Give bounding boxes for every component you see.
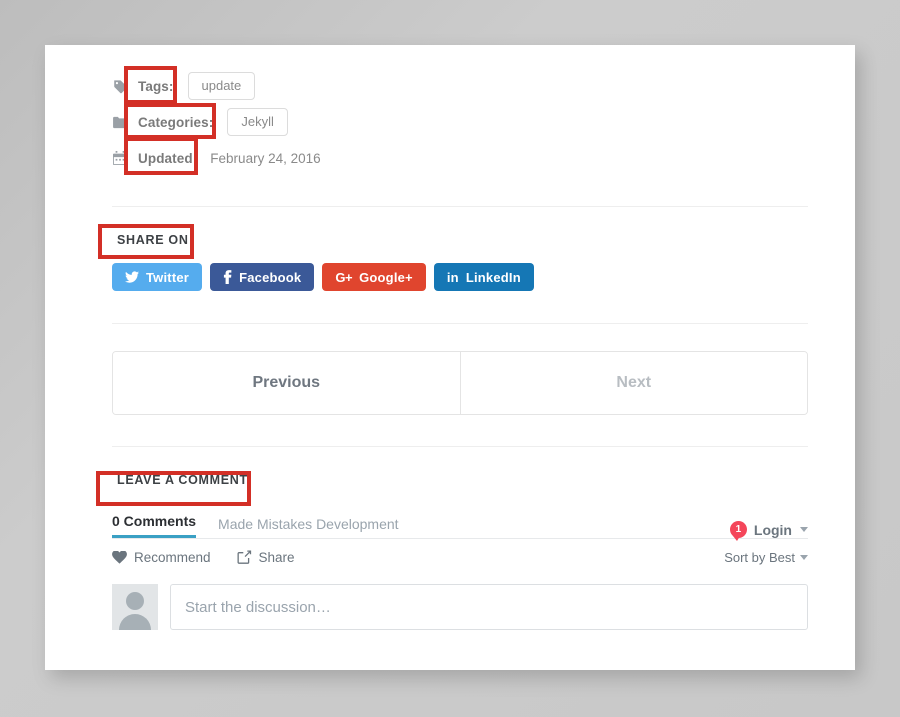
- share-button-google-plus[interactable]: G+ Google+: [322, 263, 426, 291]
- sort-by-label: Sort by Best: [724, 549, 795, 565]
- divider-above-pagination: [112, 323, 808, 324]
- twitter-icon: [125, 271, 139, 283]
- tab-site-name[interactable]: Made Mistakes Development: [218, 515, 399, 532]
- tags-label: Tags:: [138, 78, 174, 94]
- share-comment-button[interactable]: Share: [237, 550, 295, 565]
- tag-pill-update[interactable]: update: [187, 72, 256, 100]
- divider-above-share: [112, 206, 808, 207]
- recommend-label: Recommend: [134, 549, 211, 565]
- folder-icon: [112, 114, 128, 130]
- disqus-tabs: 0 Comments Made Mistakes Development: [112, 508, 399, 538]
- chevron-down-icon: [800, 554, 808, 560]
- updated-label: Updated:: [138, 150, 198, 166]
- comment-composer: Start the discussion…: [112, 584, 808, 630]
- login-label: Login: [753, 521, 792, 538]
- share-button-twitter[interactable]: Twitter: [112, 263, 203, 291]
- default-avatar-icon: [112, 584, 158, 630]
- share-icon: [237, 550, 252, 564]
- category-pill-jekyll[interactable]: Jekyll: [227, 108, 288, 136]
- share-buttons: Twitter Facebook G+ Google+ in LinkedIn: [112, 263, 808, 291]
- share-button-google-plus-label: Google+: [359, 269, 413, 285]
- post-pagination: Previous Next: [112, 351, 808, 415]
- meta-row-categories: Categories: Jekyll: [112, 104, 808, 140]
- leave-a-comment-heading: LEAVE A COMMENT: [117, 473, 248, 487]
- recommend-button[interactable]: Recommend: [112, 550, 211, 565]
- share-button-twitter-label: Twitter: [146, 269, 190, 285]
- meta-row-tags: Tags: update: [112, 68, 808, 104]
- previous-post-button[interactable]: Previous: [113, 352, 461, 414]
- chevron-down-icon: [800, 527, 808, 532]
- share-button-linkedin[interactable]: in LinkedIn: [433, 263, 534, 291]
- comment-input-box[interactable]: Start the discussion…: [170, 584, 808, 630]
- tab-comments-count[interactable]: 0 Comments: [112, 506, 197, 538]
- disqus-widget: 0 Comments Made Mistakes Development 1 L…: [112, 508, 808, 630]
- post-footer-card: Tags: update Categories: Jekyll Updated:…: [45, 45, 855, 670]
- categories-label: Categories:: [138, 114, 214, 130]
- next-post-button[interactable]: Next: [460, 352, 807, 414]
- calendar-icon: [112, 150, 128, 166]
- disqus-tab-divider: [112, 538, 808, 539]
- login-notification-badge: 1: [729, 521, 747, 541]
- facebook-icon: [223, 270, 232, 284]
- share-button-facebook-label: Facebook: [239, 269, 302, 285]
- disqus-login-button[interactable]: 1 Login: [729, 521, 808, 541]
- avatar-body: [119, 614, 151, 630]
- google-plus-icon: G+: [335, 269, 353, 285]
- share-on-heading: SHARE ON: [117, 233, 189, 247]
- content-column: Tags: update Categories: Jekyll Updated:…: [112, 45, 808, 670]
- disqus-header-row: 0 Comments Made Mistakes Development 1 L…: [112, 508, 808, 541]
- share-label: Share: [258, 549, 295, 565]
- tag-icon: [112, 78, 128, 94]
- updated-date: February 24, 2016: [210, 150, 321, 166]
- share-button-linkedin-label: LinkedIn: [465, 269, 521, 285]
- linkedin-icon: in: [446, 269, 459, 285]
- avatar-head: [126, 592, 144, 610]
- heart-icon: [112, 550, 127, 564]
- disqus-actions-row: Recommend Share Sort: [112, 539, 808, 575]
- divider-above-comments: [112, 446, 808, 447]
- disqus-actions-left: Recommend Share: [112, 550, 295, 565]
- meta-row-updated: Updated: February 24, 2016: [112, 140, 808, 176]
- comment-input-placeholder: Start the discussion…: [185, 598, 331, 616]
- sort-by-dropdown[interactable]: Sort by Best: [724, 550, 808, 565]
- share-button-facebook[interactable]: Facebook: [210, 263, 315, 291]
